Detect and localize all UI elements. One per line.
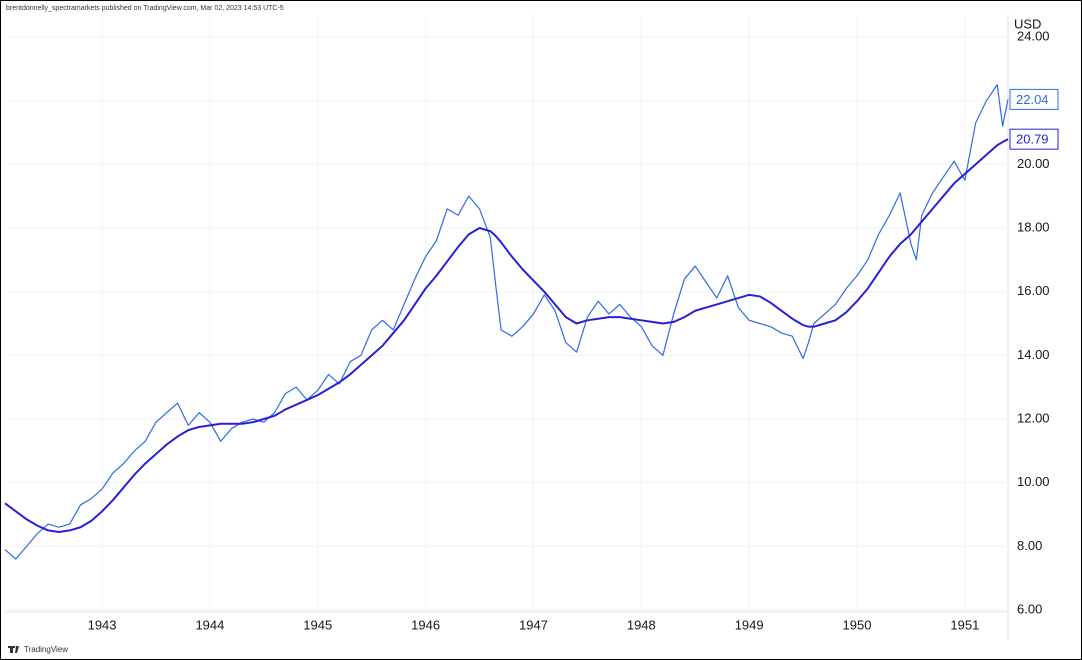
series-line — [4, 84, 1009, 560]
y-tick-label: 14.00 — [1017, 347, 1050, 362]
last-value-box — [1009, 128, 1059, 150]
y-tick-label: 16.00 — [1017, 283, 1050, 298]
x-tick-label: 1943 — [88, 617, 117, 632]
watermark: TradingView — [24, 645, 68, 654]
y-tick-label: 8.00 — [1017, 538, 1042, 553]
last-value-box — [1009, 88, 1059, 110]
y-tick-label: 12.00 — [1017, 410, 1050, 425]
last-value-label: 22.04 — [1016, 92, 1049, 107]
attribution: brentdonnelly_spectramarkets published o… — [6, 5, 284, 12]
x-tick-label: 1949 — [735, 617, 764, 632]
x-tick-label: 1951 — [950, 617, 979, 632]
y-tick-label: 6.00 — [1017, 601, 1042, 616]
x-tick-label: 1944 — [195, 617, 224, 632]
y-tick-label: 24.00 — [1017, 28, 1050, 43]
x-tick-label: 1947 — [519, 617, 548, 632]
y-unit: USD — [1014, 16, 1041, 31]
logo — [8, 646, 19, 653]
series-line — [4, 138, 1009, 534]
y-tick-label: 20.00 — [1017, 156, 1050, 171]
x-tick-label: 1950 — [843, 617, 872, 632]
x-tick-label: 1946 — [411, 617, 440, 632]
y-tick-label: 10.00 — [1017, 474, 1050, 489]
last-value-label: 20.79 — [1016, 132, 1049, 147]
x-tick-label: 1948 — [627, 617, 656, 632]
x-tick-label: 1945 — [303, 617, 332, 632]
y-tick-label: 18.00 — [1017, 219, 1050, 234]
